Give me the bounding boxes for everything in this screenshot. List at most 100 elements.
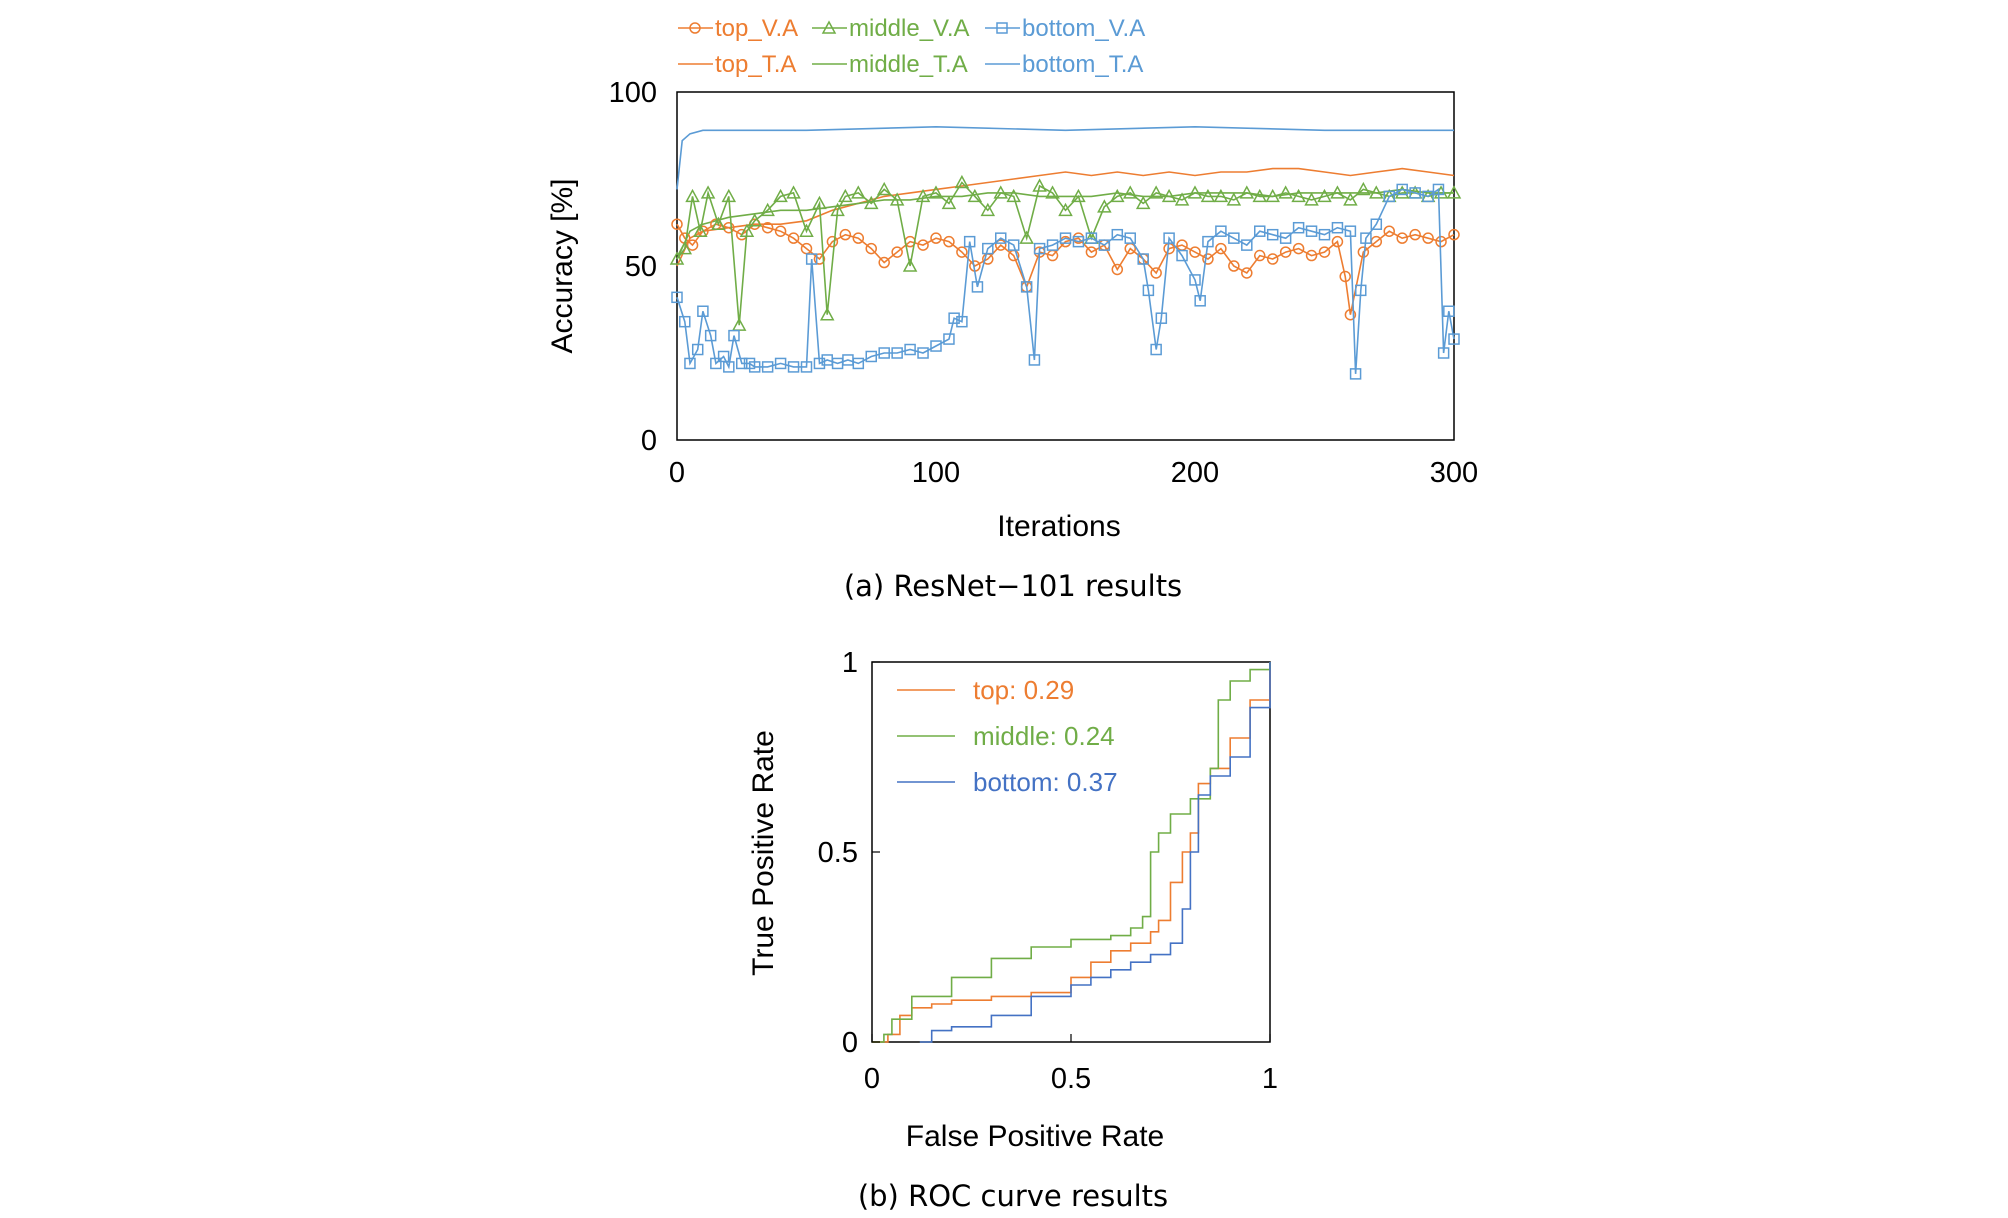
point-bottom-v-a bbox=[1033, 242, 1046, 255]
point-middle-v-a bbox=[1045, 185, 1060, 199]
point-bottom-v-a bbox=[1142, 284, 1155, 297]
point-bottom-v-a bbox=[710, 357, 722, 370]
point-top-v-a bbox=[1254, 249, 1266, 262]
point-bottom-v-a bbox=[1437, 347, 1450, 359]
point-bottom-v-a bbox=[761, 361, 774, 373]
point-bottom-v-a bbox=[1150, 343, 1162, 356]
point-bottom-v-a bbox=[1254, 225, 1266, 237]
point-top-v-a bbox=[839, 228, 852, 241]
line-bottom-t-a bbox=[676, 125, 1454, 190]
point-middle-v-a bbox=[1032, 178, 1047, 192]
point-bottom-v-a bbox=[995, 232, 1007, 244]
legend-label: bottom: 0.37 bbox=[973, 767, 1118, 797]
roc-tick-labels: 0 0.5 1 0 0.5 1 bbox=[818, 647, 1278, 1095]
point-bottom-v-a bbox=[1155, 312, 1168, 324]
point-top-v-a bbox=[1228, 260, 1240, 272]
point-top-v-a bbox=[1279, 246, 1292, 258]
point-middle-v-a bbox=[889, 192, 905, 206]
legend-label: middle: 0.24 bbox=[973, 721, 1115, 751]
point-bottom-v-a bbox=[1241, 239, 1253, 251]
point-bottom-v-a bbox=[704, 329, 717, 342]
point-bottom-v-a bbox=[1409, 187, 1421, 199]
accuracy-series bbox=[669, 125, 1462, 380]
accuracy-x-axis-title: Iterations bbox=[997, 510, 1120, 543]
point-middle-v-a bbox=[915, 188, 931, 203]
point-middle-v-a bbox=[786, 185, 801, 199]
point-top-v-a bbox=[852, 232, 865, 244]
point-middle-v-a bbox=[863, 195, 879, 210]
roc-series bbox=[872, 662, 1271, 1043]
legend-item-middle-t-a: middle_T.A bbox=[812, 51, 968, 78]
point-top-v-a bbox=[1111, 263, 1124, 276]
point-top-v-a bbox=[878, 256, 890, 269]
point-middle-v-a bbox=[851, 185, 866, 199]
point-middle-v-a bbox=[721, 188, 737, 203]
point-bottom-v-a bbox=[1305, 225, 1318, 237]
point-middle-v-a bbox=[1226, 192, 1242, 206]
point-bottom-v-a bbox=[1349, 368, 1362, 380]
point-bottom-v-a bbox=[930, 340, 942, 352]
point-top-v-a bbox=[1383, 225, 1395, 237]
caption-b: (b) ROC curve results bbox=[858, 1179, 1168, 1213]
point-bottom-v-a bbox=[728, 329, 740, 342]
point-middle-v-a bbox=[1200, 188, 1216, 203]
x-tick-label: 0.5 bbox=[1051, 1063, 1091, 1095]
line-bottom-v-a bbox=[676, 187, 1455, 374]
point-bottom-v-a bbox=[1020, 281, 1033, 293]
point-middle-v-a bbox=[1330, 185, 1345, 199]
point-bottom-v-a bbox=[917, 347, 929, 359]
point-top-v-a bbox=[1241, 267, 1253, 279]
point-bottom-v-a bbox=[1448, 333, 1460, 345]
point-top-v-a bbox=[865, 242, 877, 255]
point-bottom-v-a bbox=[697, 305, 709, 317]
point-bottom-v-a bbox=[904, 343, 916, 356]
x-tick-label: 1 bbox=[1262, 1063, 1278, 1095]
point-middle-v-a bbox=[1304, 192, 1319, 206]
point-top-v-a bbox=[1202, 253, 1214, 265]
point-bottom-v-a bbox=[813, 357, 826, 370]
point-top-v-a bbox=[1266, 253, 1279, 265]
point-top-v-a bbox=[774, 225, 787, 237]
point-bottom-v-a bbox=[891, 347, 903, 359]
legend-label: top_V.A bbox=[715, 15, 798, 42]
point-bottom-v-a bbox=[1202, 235, 1214, 248]
legend-label: bottom_V.A bbox=[1022, 15, 1145, 42]
point-middle-v-a bbox=[669, 251, 685, 265]
point-middle-v-a bbox=[1394, 185, 1410, 199]
point-middle-v-a bbox=[819, 307, 835, 321]
point-bottom-v-a bbox=[691, 343, 704, 356]
point-top-v-a bbox=[671, 218, 683, 230]
point-top-v-a bbox=[1085, 246, 1098, 258]
legend-label: middle_T.A bbox=[849, 51, 968, 78]
point-middle-v-a bbox=[1291, 188, 1306, 203]
point-bottom-v-a bbox=[1059, 232, 1072, 244]
point-bottom-v-a bbox=[684, 357, 696, 370]
caption-a: (a) ResNet−101 results bbox=[844, 569, 1182, 603]
point-bottom-v-a bbox=[1028, 354, 1041, 366]
legend-item-bottom-t-a: bottom_T.A bbox=[985, 51, 1143, 78]
point-middle-v-a bbox=[928, 185, 944, 199]
point-bottom-v-a bbox=[736, 357, 748, 370]
y-tick-label: 1 bbox=[842, 647, 858, 679]
point-bottom-v-a bbox=[1176, 249, 1188, 262]
point-middle-v-a bbox=[685, 188, 700, 203]
legend-item-middle-v-a: middle_V.A bbox=[812, 15, 970, 42]
point-bottom-v-a bbox=[1292, 221, 1305, 234]
point-bottom-v-a bbox=[679, 315, 691, 328]
point-middle-v-a bbox=[1356, 181, 1371, 196]
y-tick-label: 0.5 bbox=[818, 837, 858, 869]
point-middle-v-a bbox=[1239, 185, 1255, 199]
point-bottom-v-a bbox=[1137, 253, 1149, 265]
point-bottom-v-a bbox=[943, 333, 955, 345]
point-middle-v-a bbox=[1265, 188, 1280, 203]
point-top-v-a bbox=[1448, 228, 1460, 241]
roc-x-axis-title: False Positive Rate bbox=[906, 1120, 1164, 1153]
legend-label: bottom_T.A bbox=[1022, 51, 1143, 78]
point-bottom-v-a bbox=[971, 281, 984, 293]
point-bottom-v-a bbox=[1189, 274, 1201, 286]
point-top-v-a bbox=[943, 235, 955, 248]
point-bottom-v-a bbox=[1318, 228, 1331, 241]
y-tick-label: 50 bbox=[625, 251, 657, 283]
legend-item-top-t-a: top_T.A bbox=[678, 51, 796, 78]
